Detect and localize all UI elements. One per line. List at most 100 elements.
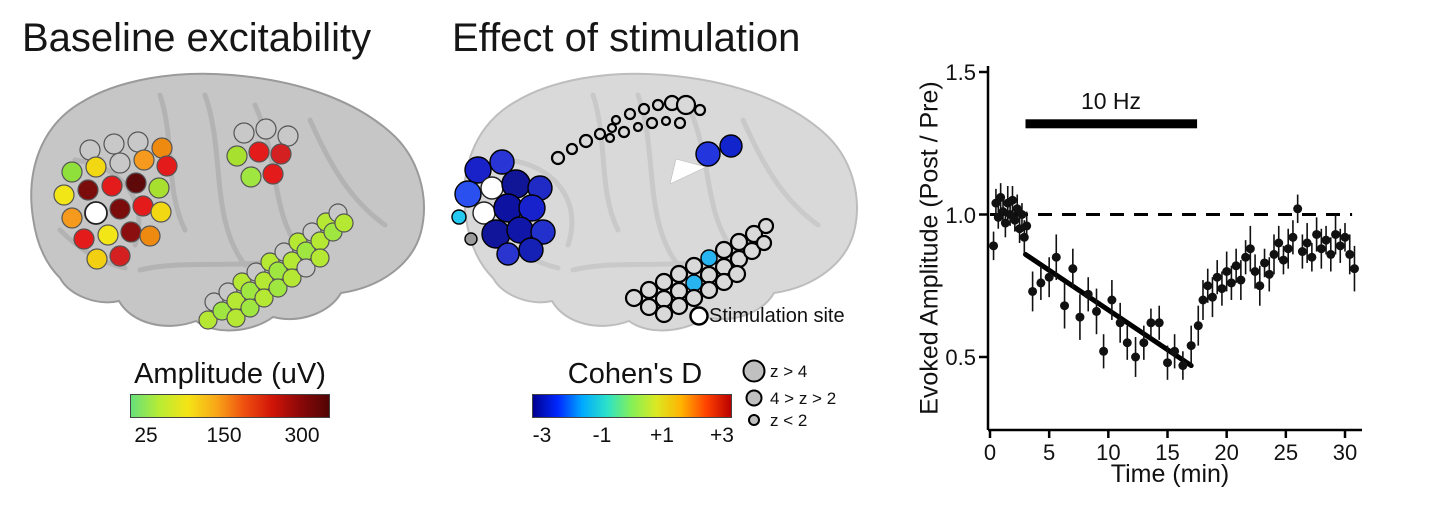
data-point bbox=[1264, 269, 1274, 279]
data-point bbox=[1231, 261, 1241, 271]
electrode-dot bbox=[675, 94, 697, 116]
data-point bbox=[1028, 286, 1038, 296]
electrode-dot bbox=[296, 258, 316, 278]
y-tick-label: 0.5 bbox=[945, 345, 976, 370]
colorbar-tick: 150 bbox=[206, 424, 242, 447]
electrode-dot bbox=[496, 242, 520, 266]
data-point bbox=[1335, 241, 1345, 251]
colorbar-tick: +3 bbox=[710, 424, 734, 447]
data-point bbox=[1269, 249, 1279, 259]
electrode-dot bbox=[684, 256, 704, 276]
data-point bbox=[1099, 346, 1109, 356]
data-point bbox=[1236, 275, 1246, 285]
data-point bbox=[1044, 272, 1054, 282]
electrode-dot bbox=[727, 264, 747, 284]
electrode-dot bbox=[226, 145, 248, 167]
data-point bbox=[1207, 292, 1217, 302]
electrode-dot bbox=[97, 224, 119, 246]
electrode-dot bbox=[480, 176, 504, 200]
electrode-dot bbox=[714, 272, 734, 292]
data-point bbox=[1307, 252, 1317, 262]
electrode-dot bbox=[148, 177, 170, 199]
data-point bbox=[1283, 244, 1293, 254]
timecourse-plot bbox=[979, 66, 1362, 438]
data-point bbox=[1316, 244, 1326, 254]
stimulation-site-label: Stimulation site bbox=[709, 305, 845, 327]
title-baseline: Baseline excitability bbox=[22, 16, 372, 60]
electrode-dot bbox=[84, 201, 108, 225]
electrode-dot bbox=[606, 122, 618, 134]
electrode-dot bbox=[518, 237, 544, 263]
data-point bbox=[1139, 338, 1149, 348]
baseline-electrodes bbox=[53, 118, 354, 330]
electrode-dot bbox=[610, 114, 622, 126]
electrode-dot bbox=[73, 228, 95, 250]
data-point bbox=[1154, 318, 1164, 328]
electrode-dot bbox=[262, 163, 284, 185]
data-point bbox=[1017, 210, 1027, 219]
data-point bbox=[1293, 204, 1303, 214]
data-point bbox=[989, 241, 999, 251]
cohens-d-colorbar-label: Cohen's D bbox=[567, 358, 703, 390]
data-point bbox=[1122, 338, 1132, 348]
data-point bbox=[1198, 295, 1208, 305]
electrode-dot bbox=[139, 225, 161, 247]
amplitude-colorbar-label: Amplitude (uV) bbox=[134, 358, 326, 390]
electrode-dot bbox=[669, 281, 689, 301]
size-legend-circles bbox=[689, 306, 766, 426]
data-point bbox=[1193, 321, 1203, 331]
size-legend-label-z4: z > 4 bbox=[770, 362, 808, 381]
size-legend-label-z2: z < 2 bbox=[770, 411, 808, 430]
electrode-dot bbox=[133, 149, 155, 171]
electrode-dot bbox=[451, 209, 467, 225]
electrode-dot bbox=[270, 143, 292, 165]
data-point bbox=[1297, 247, 1307, 257]
colorbar-tick: 300 bbox=[284, 424, 320, 447]
data-point bbox=[1131, 352, 1141, 362]
colorbar-tick: -1 bbox=[592, 424, 612, 447]
electrode-dot bbox=[150, 201, 172, 223]
stimulation-period-bar bbox=[1025, 119, 1198, 129]
amplitude-colorbar-ticks: 25 150 300 bbox=[130, 424, 330, 450]
electrode-dot bbox=[101, 175, 123, 197]
electrode-dot bbox=[623, 107, 637, 121]
brain-baseline bbox=[30, 72, 425, 332]
data-point bbox=[1226, 278, 1236, 288]
electrode-dot bbox=[127, 131, 149, 153]
data-point bbox=[1146, 318, 1156, 328]
electrode-dot bbox=[248, 141, 270, 163]
data-point bbox=[1250, 267, 1260, 276]
x-tick-label: 30 bbox=[1332, 440, 1358, 465]
size-legend-circle bbox=[745, 389, 763, 407]
electrode-dot bbox=[120, 221, 142, 243]
electrode-dot bbox=[673, 116, 687, 130]
data-point bbox=[1245, 244, 1255, 254]
electrode-dot bbox=[578, 133, 594, 149]
electrode-dot bbox=[755, 234, 773, 252]
electrode-dot bbox=[624, 288, 644, 308]
cohens-d-colorbar bbox=[532, 394, 732, 418]
x-tick-label: 15 bbox=[1155, 440, 1180, 465]
y-tick-label: 1.0 bbox=[945, 202, 976, 228]
data-point bbox=[1015, 224, 1025, 234]
electrode-dot bbox=[645, 116, 659, 130]
data-point bbox=[1115, 318, 1125, 328]
electrode-dot bbox=[632, 121, 644, 133]
electrode-dot bbox=[550, 150, 566, 166]
data-point bbox=[1212, 272, 1222, 282]
electrode-dot bbox=[757, 217, 775, 235]
electrode-dot bbox=[654, 289, 674, 309]
x-tick-label: 10 bbox=[1096, 440, 1121, 465]
electrode-dot bbox=[654, 272, 674, 292]
data-point bbox=[1060, 301, 1070, 311]
brain-stimulation bbox=[463, 72, 858, 332]
electrode-dot bbox=[685, 274, 703, 292]
data-point bbox=[996, 192, 1006, 202]
colorbar-tick: +1 bbox=[650, 424, 674, 447]
x-axis-label: Time (min) bbox=[1110, 460, 1230, 488]
brain-outline bbox=[463, 72, 858, 332]
electrode-dot bbox=[103, 133, 125, 155]
data-point bbox=[1278, 255, 1288, 265]
x-tick-label: 0 bbox=[983, 440, 997, 465]
electrode-dot bbox=[53, 184, 75, 206]
